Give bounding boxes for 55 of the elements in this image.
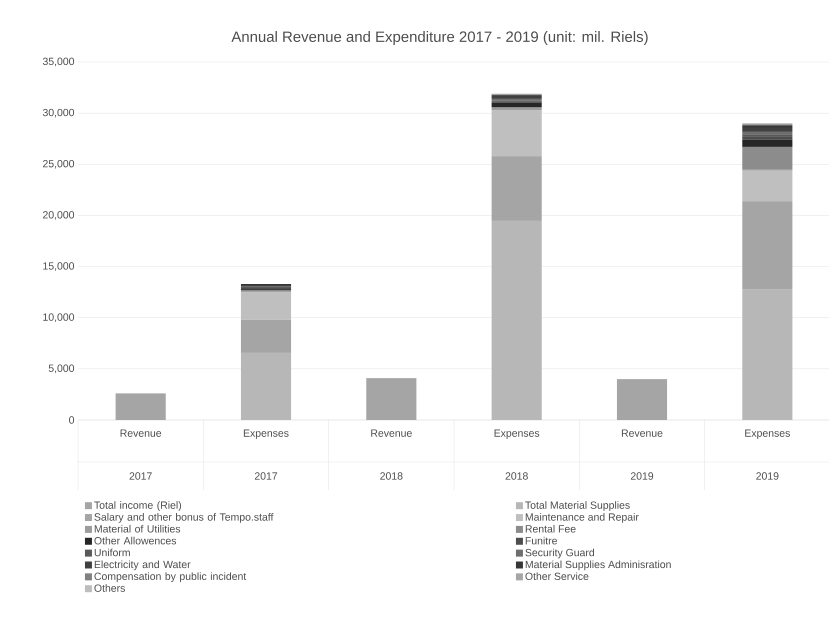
bar: [742, 132, 792, 135]
text: 2019: [756, 472, 778, 480]
legend-label: Total income (Riel): [94, 501, 182, 511]
bar: [492, 96, 542, 99]
y-tick-label: 20,000: [43, 211, 74, 220]
legend-label: Other Service: [525, 572, 588, 580]
text: 2017: [130, 472, 152, 480]
bar: [366, 378, 416, 420]
y-tick-label: 15,000: [43, 262, 74, 271]
legend-label: Other Allowences: [94, 536, 176, 544]
legend-label: Funitre: [526, 536, 558, 544]
legend-label: Material of Utilities: [94, 524, 180, 533]
x-tick-label: Revenue: [622, 430, 662, 437]
x-tick-label: Revenue: [371, 430, 412, 437]
y-tick-label: 10,000: [43, 313, 74, 322]
text: 2018: [506, 472, 528, 480]
bar: [240, 352, 292, 420]
bar: [742, 140, 792, 147]
x-tick-label: Expenses: [494, 430, 540, 439]
legend-label: Maintenance and Repair: [526, 513, 639, 523]
y-tick-label: 25,000: [43, 160, 74, 169]
y-tick-label: 5,000: [48, 364, 74, 374]
legend-label: Salary and other bonus of Tempo.staff: [94, 513, 274, 523]
bar: [240, 292, 292, 320]
bar: [116, 393, 166, 420]
legend-label: Total Material Supplies: [525, 501, 630, 511]
bar: [492, 102, 542, 108]
bar: [742, 127, 792, 132]
text: 2018: [380, 472, 403, 480]
x-tick-label: Revenue: [120, 430, 162, 437]
chart-title: Annual Revenue and Expenditure 2017 - 2019 (unit: mil. Riels): [231, 31, 648, 45]
bar: [742, 201, 792, 290]
bar: [742, 170, 792, 202]
text: 2019: [630, 472, 654, 480]
legend-label: Rental Fee: [526, 524, 576, 533]
x-tick-label: Expenses: [745, 430, 790, 439]
bar: [492, 156, 542, 221]
legend-label: Material Supplies Adminisration: [526, 560, 671, 570]
bar: [240, 320, 292, 352]
y-tick-label: 35,000: [42, 58, 74, 66]
bar: [492, 110, 542, 156]
text: 2017: [254, 472, 278, 480]
bar: [492, 220, 542, 420]
y-tick-label: 30,000: [42, 108, 74, 118]
legend-label: Others: [94, 584, 125, 592]
bar: [742, 136, 792, 140]
legend-label: Security Guard: [525, 548, 594, 558]
bar: [616, 379, 668, 420]
y-tick-label: 0: [69, 416, 74, 424]
legend-label: Uniform: [94, 548, 130, 556]
legend-label: Electricity and Water: [94, 560, 190, 570]
bar: [742, 289, 792, 420]
legend-label: Compensation by public incident: [94, 572, 246, 582]
bar: [742, 146, 792, 170]
x-tick-label: Expenses: [244, 430, 289, 439]
